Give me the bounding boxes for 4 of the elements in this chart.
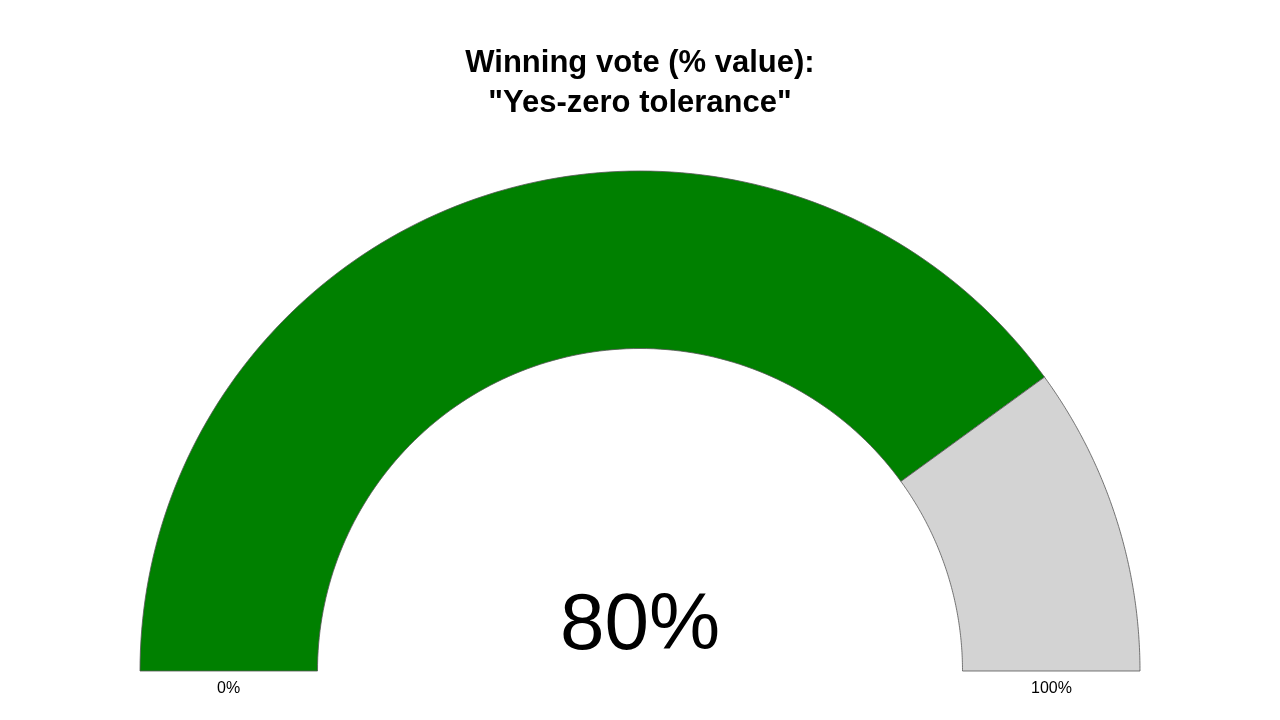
text: 0% bbox=[217, 679, 241, 696]
chart-title: Winning vote (% value): "Yes-zero tolerance" bbox=[465, 44, 815, 120]
text: 100% bbox=[1031, 679, 1072, 696]
text: 80% bbox=[560, 577, 721, 666]
